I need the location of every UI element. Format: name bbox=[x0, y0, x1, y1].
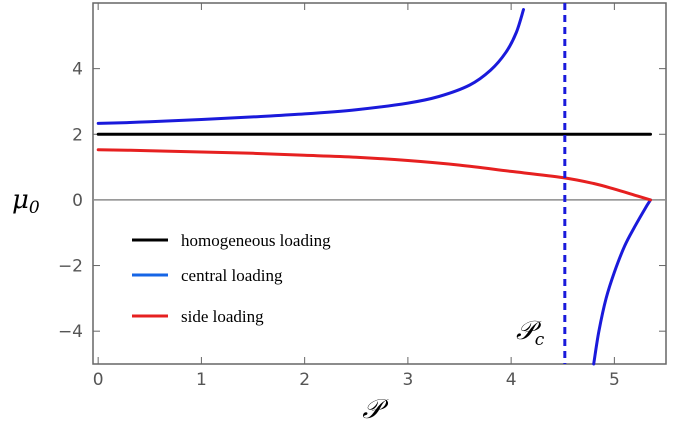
y-tick-label: 2 bbox=[72, 125, 83, 145]
critical-annotation: 𝒫c bbox=[516, 316, 545, 350]
y-tick-label: 4 bbox=[72, 60, 83, 80]
legend: homogeneous loading central loading side l… bbox=[132, 231, 331, 326]
x-tick-label: 5 bbox=[609, 370, 620, 390]
x-tick-label: 2 bbox=[299, 370, 310, 390]
y-axis-label-subscript: 0 bbox=[29, 198, 40, 218]
series-layer bbox=[96, 8, 652, 366]
series-line-central-loading bbox=[592, 198, 652, 366]
x-tick-label: 0 bbox=[93, 370, 104, 390]
legend-label-side-loading: side loading bbox=[181, 307, 264, 326]
plot-frame bbox=[92, 2, 667, 365]
y-tick-label: −2 bbox=[58, 257, 83, 277]
y-axis-label: μ0 bbox=[12, 185, 40, 218]
series-line-side-loading bbox=[96, 148, 652, 202]
y-axis-label-symbol: μ bbox=[12, 185, 29, 215]
series-line-central-loading bbox=[96, 8, 525, 125]
legend-label-homogeneous-loading: homogeneous loading bbox=[181, 231, 331, 250]
y-tick-label: 0 bbox=[72, 191, 83, 211]
x-tick-label: 4 bbox=[506, 370, 517, 390]
x-axis-label: 𝒫 bbox=[362, 394, 389, 425]
x-tick-label: 3 bbox=[402, 370, 413, 390]
critical-annotation-subscript: c bbox=[535, 330, 545, 350]
y-tick-label: −4 bbox=[58, 322, 83, 342]
legend-label-central-loading: central loading bbox=[181, 266, 283, 285]
x-tick-label: 1 bbox=[196, 370, 207, 390]
ticks: 0 1 2 3 4 5 −4 −2 0 2 4 bbox=[58, 3, 666, 390]
